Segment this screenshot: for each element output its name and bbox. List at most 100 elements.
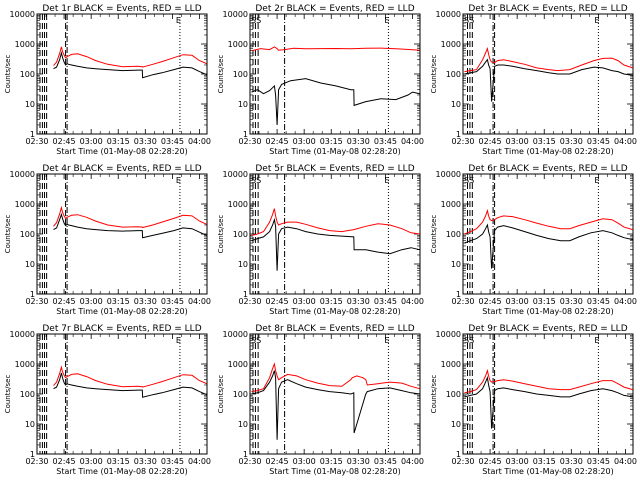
y-tick-label: 1000 (15, 360, 35, 369)
y-tick-label: 100 (446, 70, 461, 79)
x-tick-label: 03:15 (107, 457, 130, 466)
segment-top-label: SS (464, 16, 474, 25)
y-tick-label: 10 (25, 260, 35, 269)
x-tick-label: 03:15 (320, 297, 343, 306)
chart-panel-6: Det 6r BLACK = Events, RED = LLD 1 10 100 10… (430, 164, 637, 316)
y-tick-label: 10000 (10, 330, 35, 339)
x-tick-label: 02:30 (25, 297, 48, 306)
y-axis-label: Counts/sec (430, 55, 438, 94)
y-tick-label: 10000 (436, 330, 461, 339)
chart-title: Det 6r BLACK = Events, RED = LLD (468, 164, 627, 174)
series-line-lld (251, 362, 420, 393)
x-tick-label: 03:15 (107, 297, 130, 306)
x-tick-label: 03:45 (374, 297, 397, 306)
x-axis-label: Start Time (01-May-08 02:28:20) (269, 467, 400, 476)
x-tick-label: 02:45 (266, 457, 289, 466)
x-tick-label: 02:45 (53, 137, 76, 146)
x-tick-label: 03:00 (293, 297, 316, 306)
x-tick-label: 04:00 (188, 137, 211, 146)
y-tick-label: 10 (25, 420, 35, 429)
x-tick-label: 03:45 (587, 137, 610, 146)
x-tick-label: 04:00 (401, 137, 424, 146)
x-tick-label: 03:00 (293, 137, 316, 146)
x-tick-label: 02:30 (25, 457, 48, 466)
x-tick-label: 02:45 (266, 137, 289, 146)
chart-panel-2: Det 2r BLACK = Events, RED = LLD 1 10 100 10… (217, 4, 424, 156)
y-tick-label: 10000 (436, 10, 461, 19)
y-tick-label: 10000 (223, 330, 248, 339)
x-axis-label: Start Time (01-May-08 02:28:20) (482, 147, 613, 156)
chart-title: Det 2r BLACK = Events, RED = LLD (255, 4, 414, 14)
y-tick-label: 10000 (223, 170, 248, 179)
plot-frame (36, 13, 208, 135)
chart-panel-3: Det 3r BLACK = Events, RED = LLD 1 10 100 10… (430, 4, 637, 156)
series-line-events (464, 375, 633, 429)
event-marker-label: E (384, 176, 389, 185)
y-tick-label: 100 (20, 390, 35, 399)
series-line-lld (464, 208, 633, 235)
x-tick-label: 04:00 (614, 297, 637, 306)
x-tick-label: 03:45 (374, 457, 397, 466)
x-tick-label: 03:45 (161, 297, 184, 306)
x-tick-label: 03:00 (506, 297, 529, 306)
plot-frame (36, 333, 208, 455)
y-axis-label: Counts/sec (4, 215, 12, 254)
chart-title: Det 8r BLACK = Events, RED = LLD (255, 324, 414, 334)
y-tick-label: 100 (233, 70, 248, 79)
plot-frame (462, 13, 634, 135)
series-line-events (464, 223, 633, 269)
y-tick-label: 1 (243, 290, 248, 299)
series-line-lld (53, 46, 207, 68)
series-line-events (464, 58, 633, 102)
y-axis-label: Counts/sec (4, 375, 12, 414)
x-tick-label: 03:15 (320, 137, 343, 146)
series-line-events (53, 212, 207, 239)
x-tick-label: 02:45 (479, 457, 502, 466)
y-axis-label: Counts/sec (217, 375, 225, 414)
series-line-lld (251, 46, 420, 52)
y-tick-label: 10 (451, 260, 461, 269)
chart-panel-4: Det 4r BLACK = Events, RED = LLD 1 10 100 10… (4, 164, 211, 316)
plot-frame (249, 13, 421, 135)
y-tick-label: 1 (30, 130, 35, 139)
y-axis-label: Counts/sec (4, 55, 12, 94)
y-tick-label: 1 (30, 450, 35, 459)
x-axis-label: Start Time (01-May-08 02:28:20) (56, 467, 187, 476)
x-tick-label: 02:30 (451, 457, 474, 466)
x-tick-label: 03:00 (506, 137, 529, 146)
y-tick-label: 100 (233, 230, 248, 239)
event-marker-label: E (594, 336, 599, 345)
chart-panel-1: Det 1r BLACK = Events, RED = LLD 1 10 100 10… (4, 4, 211, 156)
x-tick-label: 03:15 (533, 457, 556, 466)
x-tick-label: 03:30 (560, 457, 583, 466)
y-axis-label: Counts/sec (430, 375, 438, 414)
x-tick-label: 03:30 (560, 297, 583, 306)
segment-top-label: SS (464, 176, 474, 185)
event-marker-label: E (384, 336, 389, 345)
x-tick-label: 03:30 (347, 297, 370, 306)
y-tick-label: 10000 (10, 10, 35, 19)
event-marker-label: E (176, 336, 181, 345)
chart-panel-5: Det 5r BLACK = Events, RED = LLD 1 10 100 10… (217, 164, 424, 316)
y-axis-label: Counts/sec (430, 215, 438, 254)
x-tick-label: 03:45 (374, 137, 397, 146)
y-tick-label: 10 (451, 100, 461, 109)
chart-title: Det 4r BLACK = Events, RED = LLD (42, 164, 201, 174)
y-tick-label: 10 (238, 260, 248, 269)
plot-frame (462, 333, 634, 455)
x-tick-label: 02:30 (238, 457, 261, 466)
event-marker-label: E (594, 176, 599, 185)
x-tick-label: 02:30 (25, 137, 48, 146)
y-tick-label: 100 (20, 230, 35, 239)
chart-panel-9: Det 9r BLACK = Events, RED = LLD 1 10 100 10… (430, 324, 637, 476)
series-line-lld (464, 46, 633, 73)
chart-title: Det 9r BLACK = Events, RED = LLD (468, 324, 627, 334)
x-tick-label: 03:00 (293, 457, 316, 466)
event-marker-label: E (384, 16, 389, 25)
plot-frame (36, 173, 208, 295)
y-tick-label: 10 (25, 100, 35, 109)
x-tick-label: 03:30 (134, 297, 157, 306)
series-line-lld (464, 368, 633, 394)
series-line-lld (251, 208, 420, 236)
